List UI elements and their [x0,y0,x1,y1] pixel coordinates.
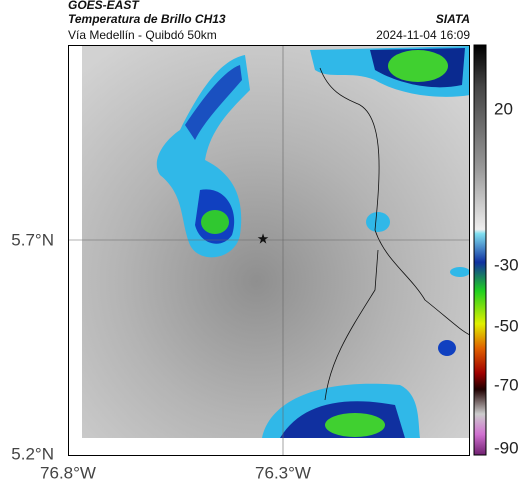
colorbar-tick: -30 [494,255,519,274]
timestamp: 2024-11-04 16:09 [376,28,470,42]
lat-label: 5.7°N [11,230,54,249]
colorbar-tick: -70 [494,375,519,394]
title: Temperatura de Brillo CH13 [68,12,226,26]
source: GOES-EAST [68,0,140,12]
lon-label: 76.8°W [40,463,96,482]
colorbar [473,44,487,456]
subtitle: Vía Medellín - Quibdó 50km [68,28,217,42]
colorbar-tick: -90 [494,438,519,457]
satellite-image: ★ [68,45,471,456]
colorbar-tick: -50 [494,316,519,335]
colorbar-tick: 20 [494,99,513,118]
lon-label: 76.3°W [255,463,311,482]
org: SIATA [436,12,470,26]
lat-label: 5.2°N [11,444,54,463]
svg-text:★: ★ [257,231,270,247]
